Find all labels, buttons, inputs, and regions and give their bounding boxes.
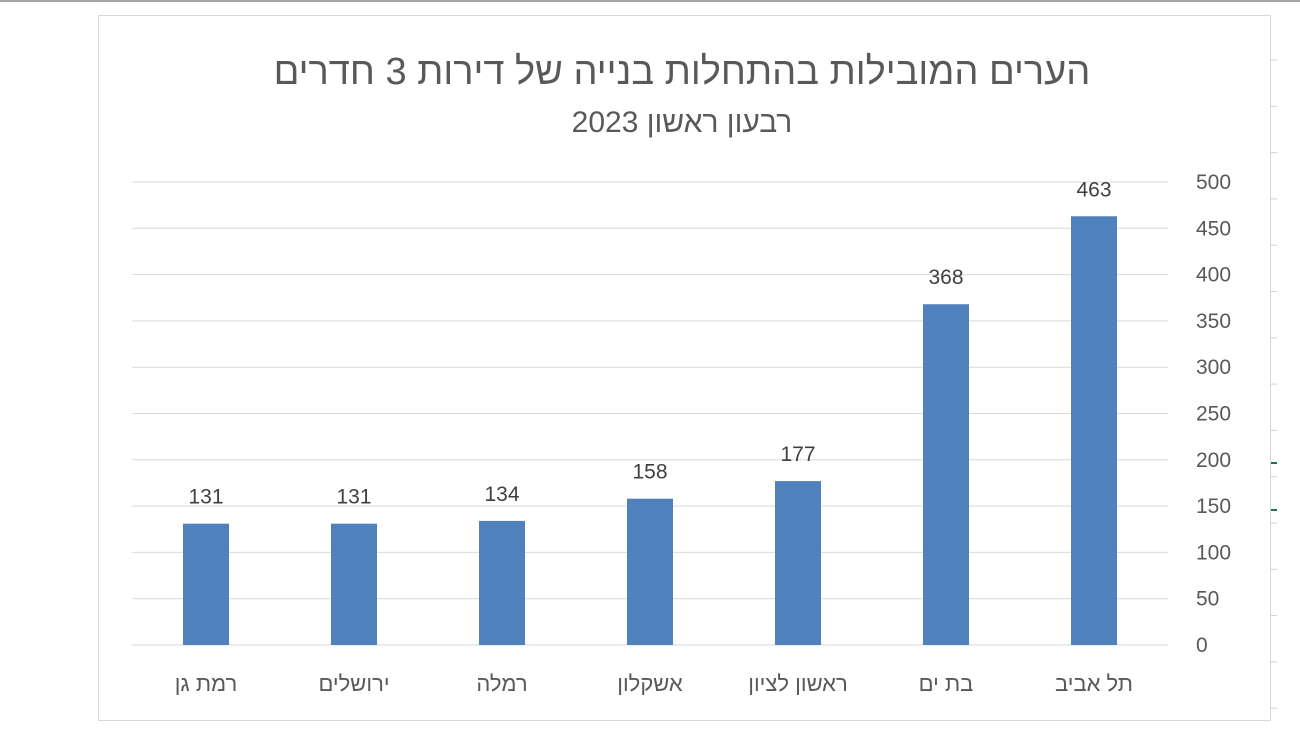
bar[interactable]: [627, 498, 673, 645]
y-tick-label: 300: [1196, 356, 1231, 379]
category-label: רמלה: [476, 671, 527, 696]
category-label: בת ים: [919, 671, 974, 696]
chart-title: הערים המובילות בהתחלות בנייה של דירות 3 …: [274, 51, 1091, 93]
data-label: 368: [928, 266, 963, 289]
data-label: 463: [1076, 178, 1111, 201]
y-tick-label: 0: [1196, 634, 1208, 657]
category-label: ראשון לציון: [748, 671, 848, 696]
y-tick-label: 50: [1196, 588, 1219, 611]
category-label: תל אביב: [1055, 671, 1133, 696]
y-tick-label: 400: [1196, 264, 1231, 287]
y-tick-label: 200: [1196, 449, 1231, 472]
data-label: 131: [336, 486, 371, 509]
bar[interactable]: [331, 523, 377, 645]
bar[interactable]: [479, 520, 525, 645]
bar[interactable]: [1071, 216, 1117, 645]
y-tick-label: 500: [1196, 171, 1231, 194]
chart-subtitle: רבעון ראשון 2023: [572, 106, 793, 139]
y-tick-label: 100: [1196, 541, 1231, 564]
bar[interactable]: [183, 523, 229, 645]
data-label: 134: [484, 483, 519, 506]
bar[interactable]: [923, 304, 969, 645]
y-tick-label: 250: [1196, 403, 1231, 426]
category-label: רמת גן: [175, 671, 238, 696]
y-tick-label: 450: [1196, 217, 1231, 240]
y-tick-label: 150: [1196, 495, 1231, 518]
category-label: ירושלים: [318, 671, 389, 696]
data-label: 158: [632, 461, 667, 484]
data-label: 177: [780, 443, 815, 466]
sheet-column-edge: [1270, 15, 1271, 720]
category-label: אשקלון: [617, 671, 683, 696]
bar[interactable]: [775, 481, 821, 645]
y-tick-label: 350: [1196, 310, 1231, 333]
data-label: 131: [188, 486, 223, 509]
window-top-border: [0, 0, 1300, 2]
